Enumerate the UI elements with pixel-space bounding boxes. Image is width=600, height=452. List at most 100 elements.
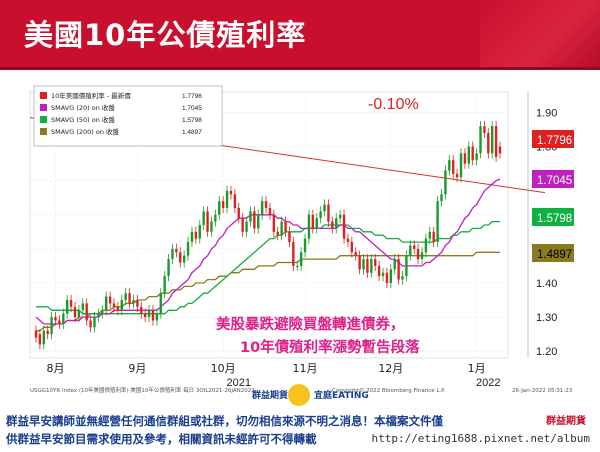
candle bbox=[272, 209, 276, 237]
candle bbox=[225, 185, 229, 214]
candle-body bbox=[73, 306, 77, 318]
candle-body bbox=[225, 190, 229, 208]
candle bbox=[284, 216, 287, 237]
title-decoration bbox=[480, 0, 600, 70]
candle bbox=[46, 325, 49, 340]
candle-body bbox=[65, 300, 69, 314]
candle-body bbox=[101, 310, 104, 314]
legend-label: SMAVG (50) on 收盤 bbox=[51, 115, 115, 124]
title-bar: 美國10年公債殖利率 bbox=[0, 0, 600, 70]
candle bbox=[491, 120, 494, 159]
candle-body bbox=[38, 334, 42, 345]
candle-body bbox=[455, 173, 459, 178]
x-month-label: 8月 bbox=[46, 362, 64, 375]
candle bbox=[370, 253, 373, 278]
candle-body bbox=[221, 201, 225, 208]
candle-body bbox=[249, 211, 252, 222]
candle bbox=[73, 301, 77, 323]
candle bbox=[299, 247, 303, 272]
candle bbox=[65, 294, 69, 319]
candle-body bbox=[147, 310, 151, 318]
x-month-label: 11月 bbox=[293, 362, 318, 375]
candle bbox=[128, 288, 131, 309]
candle bbox=[331, 216, 334, 234]
last-value-bg bbox=[532, 244, 574, 262]
last-value-text: 1.5798 bbox=[537, 213, 572, 225]
candle bbox=[327, 199, 330, 227]
legend-box: 10年美國債殖利率 - 最新價 1.7796 SMAVG (20) on 收盤 1.7… bbox=[33, 85, 223, 147]
candle bbox=[498, 141, 502, 159]
candle-body bbox=[436, 201, 439, 243]
legend-item: SMAVG (50) on 收盤 1.5798 bbox=[40, 115, 202, 124]
candle-body bbox=[179, 252, 182, 263]
candle bbox=[307, 209, 311, 244]
candle bbox=[424, 233, 428, 258]
candle bbox=[296, 260, 299, 272]
candle-body bbox=[104, 296, 108, 311]
candle bbox=[175, 243, 178, 258]
candle-body bbox=[120, 300, 123, 311]
footer-url[interactable]: http://eting1688.pixnet.net/album bbox=[371, 432, 590, 445]
candle-body bbox=[284, 221, 287, 232]
candle-body bbox=[241, 218, 244, 232]
candle bbox=[50, 311, 53, 340]
copyright: Copyright© 2022 Bloomberg Finance L.P. bbox=[332, 387, 446, 394]
candle bbox=[151, 305, 155, 326]
candle bbox=[245, 216, 248, 237]
candle-body bbox=[257, 214, 260, 229]
candle-body bbox=[354, 252, 357, 256]
candlesticks bbox=[34, 120, 502, 350]
candle-body bbox=[494, 126, 498, 157]
candle bbox=[288, 226, 291, 248]
candle bbox=[210, 216, 213, 237]
candle bbox=[93, 311, 96, 333]
candle-body bbox=[303, 238, 307, 253]
legend-value: 1.7796 bbox=[182, 93, 202, 100]
candle-body bbox=[416, 248, 420, 260]
candle bbox=[444, 165, 447, 200]
candle-body bbox=[260, 201, 264, 215]
candle-body bbox=[210, 221, 213, 232]
candle bbox=[77, 305, 81, 323]
candle bbox=[335, 213, 338, 234]
candle-body bbox=[487, 132, 490, 154]
legend-item: 10年美國債殖利率 - 最新價 1.7796 bbox=[40, 91, 202, 100]
candle-body bbox=[362, 259, 365, 270]
candle bbox=[42, 325, 45, 350]
candle-body bbox=[401, 276, 404, 280]
candle-body bbox=[338, 214, 342, 219]
candle bbox=[475, 148, 478, 166]
candle-body bbox=[245, 221, 248, 232]
candle bbox=[249, 206, 252, 227]
candle bbox=[455, 168, 459, 183]
candle bbox=[136, 294, 139, 312]
candle bbox=[182, 250, 186, 268]
candle-body bbox=[85, 303, 88, 321]
candle-body bbox=[389, 269, 393, 283]
y-tick-label: 1.90 bbox=[536, 107, 557, 119]
candle bbox=[101, 305, 104, 319]
y-tick-label: 1.40 bbox=[536, 278, 557, 290]
timestamp: 26-Jan-2022 05:31:23 bbox=[512, 388, 573, 394]
candle bbox=[179, 247, 182, 268]
candle-body bbox=[194, 231, 198, 239]
candle bbox=[409, 240, 412, 261]
candle-body bbox=[218, 201, 221, 215]
candle bbox=[214, 209, 217, 227]
candle-body bbox=[397, 259, 400, 280]
candle-body bbox=[62, 313, 65, 324]
candle-body bbox=[206, 211, 209, 232]
candle-body bbox=[358, 255, 361, 270]
candle bbox=[202, 206, 205, 231]
candle bbox=[112, 298, 116, 312]
candle bbox=[260, 196, 264, 220]
candle-body bbox=[463, 153, 467, 164]
candle bbox=[483, 120, 486, 139]
candle bbox=[264, 196, 268, 214]
logo-left-text: 群益期貨 bbox=[252, 391, 289, 401]
candle bbox=[241, 213, 244, 237]
candle bbox=[401, 271, 404, 285]
sponsor-logo: 群益期貨 宜庭EATING bbox=[252, 384, 412, 412]
footer-disclaimer-2: 供群益早安節目需求使用及參考，相關資訊未經許可不得轉載 bbox=[6, 432, 317, 446]
x-month-label: 10月 bbox=[211, 362, 236, 375]
